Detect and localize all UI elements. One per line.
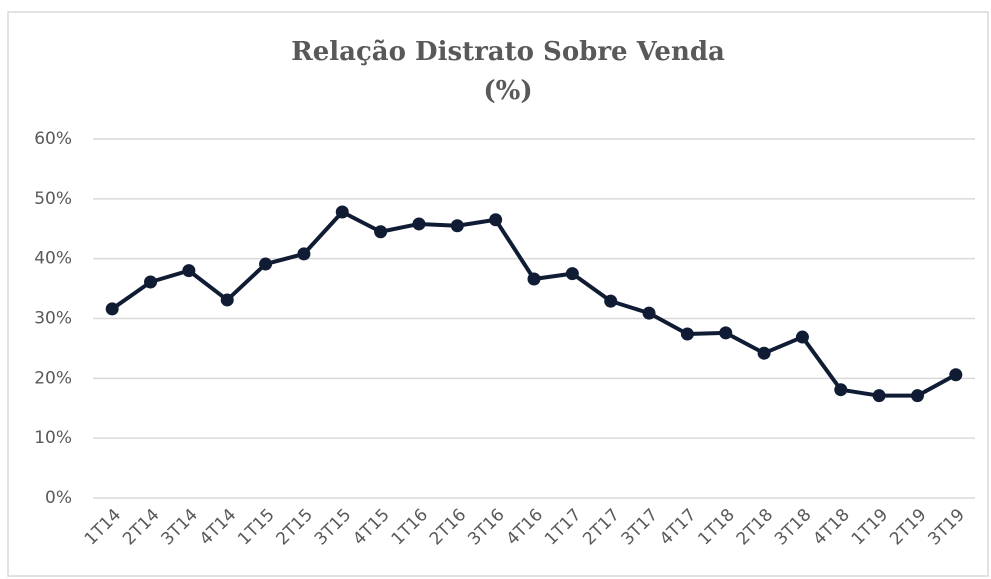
y-tick-label: 10%	[34, 428, 72, 448]
data-point	[412, 217, 426, 231]
data-point	[144, 275, 158, 289]
data-point	[105, 302, 119, 316]
chart-subtitle: (%)	[483, 76, 532, 106]
y-tick-label: 50%	[34, 189, 72, 209]
data-point	[872, 389, 886, 403]
data-point	[527, 272, 541, 286]
y-tick-label: 20%	[34, 368, 72, 388]
data-point	[834, 383, 848, 397]
data-point	[450, 219, 464, 233]
data-point	[565, 267, 579, 281]
data-point	[910, 389, 924, 403]
data-point	[489, 213, 503, 227]
data-point	[259, 257, 273, 271]
chart-title: Relação Distrato Sobre Venda	[291, 37, 725, 67]
data-point	[795, 330, 809, 344]
data-point	[220, 293, 234, 307]
data-point	[182, 264, 196, 278]
data-point	[680, 327, 694, 341]
data-point	[719, 326, 733, 340]
data-point	[642, 306, 656, 320]
data-point	[757, 346, 771, 360]
data-point	[335, 205, 349, 219]
data-point	[297, 247, 311, 261]
y-tick-label: 30%	[34, 309, 72, 329]
y-tick-label: 0%	[45, 488, 72, 508]
data-point	[604, 294, 618, 308]
data-point	[374, 225, 388, 239]
chart-border	[7, 11, 989, 577]
y-tick-label: 60%	[34, 129, 72, 149]
data-point	[949, 368, 963, 382]
y-tick-label: 40%	[34, 249, 72, 269]
